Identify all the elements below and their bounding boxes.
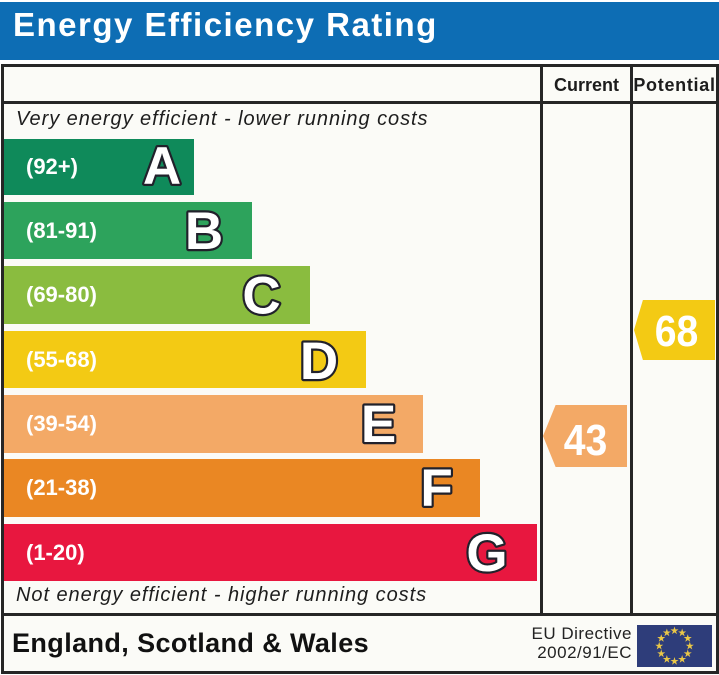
svg-text:D: D bbox=[300, 332, 338, 391]
svg-text:E: E bbox=[361, 395, 396, 454]
svg-text:G: G bbox=[466, 524, 507, 583]
svg-text:B: B bbox=[185, 202, 223, 261]
svg-text:F: F bbox=[420, 459, 452, 518]
svg-text:A: A bbox=[143, 137, 181, 196]
svg-text:C: C bbox=[242, 267, 280, 326]
